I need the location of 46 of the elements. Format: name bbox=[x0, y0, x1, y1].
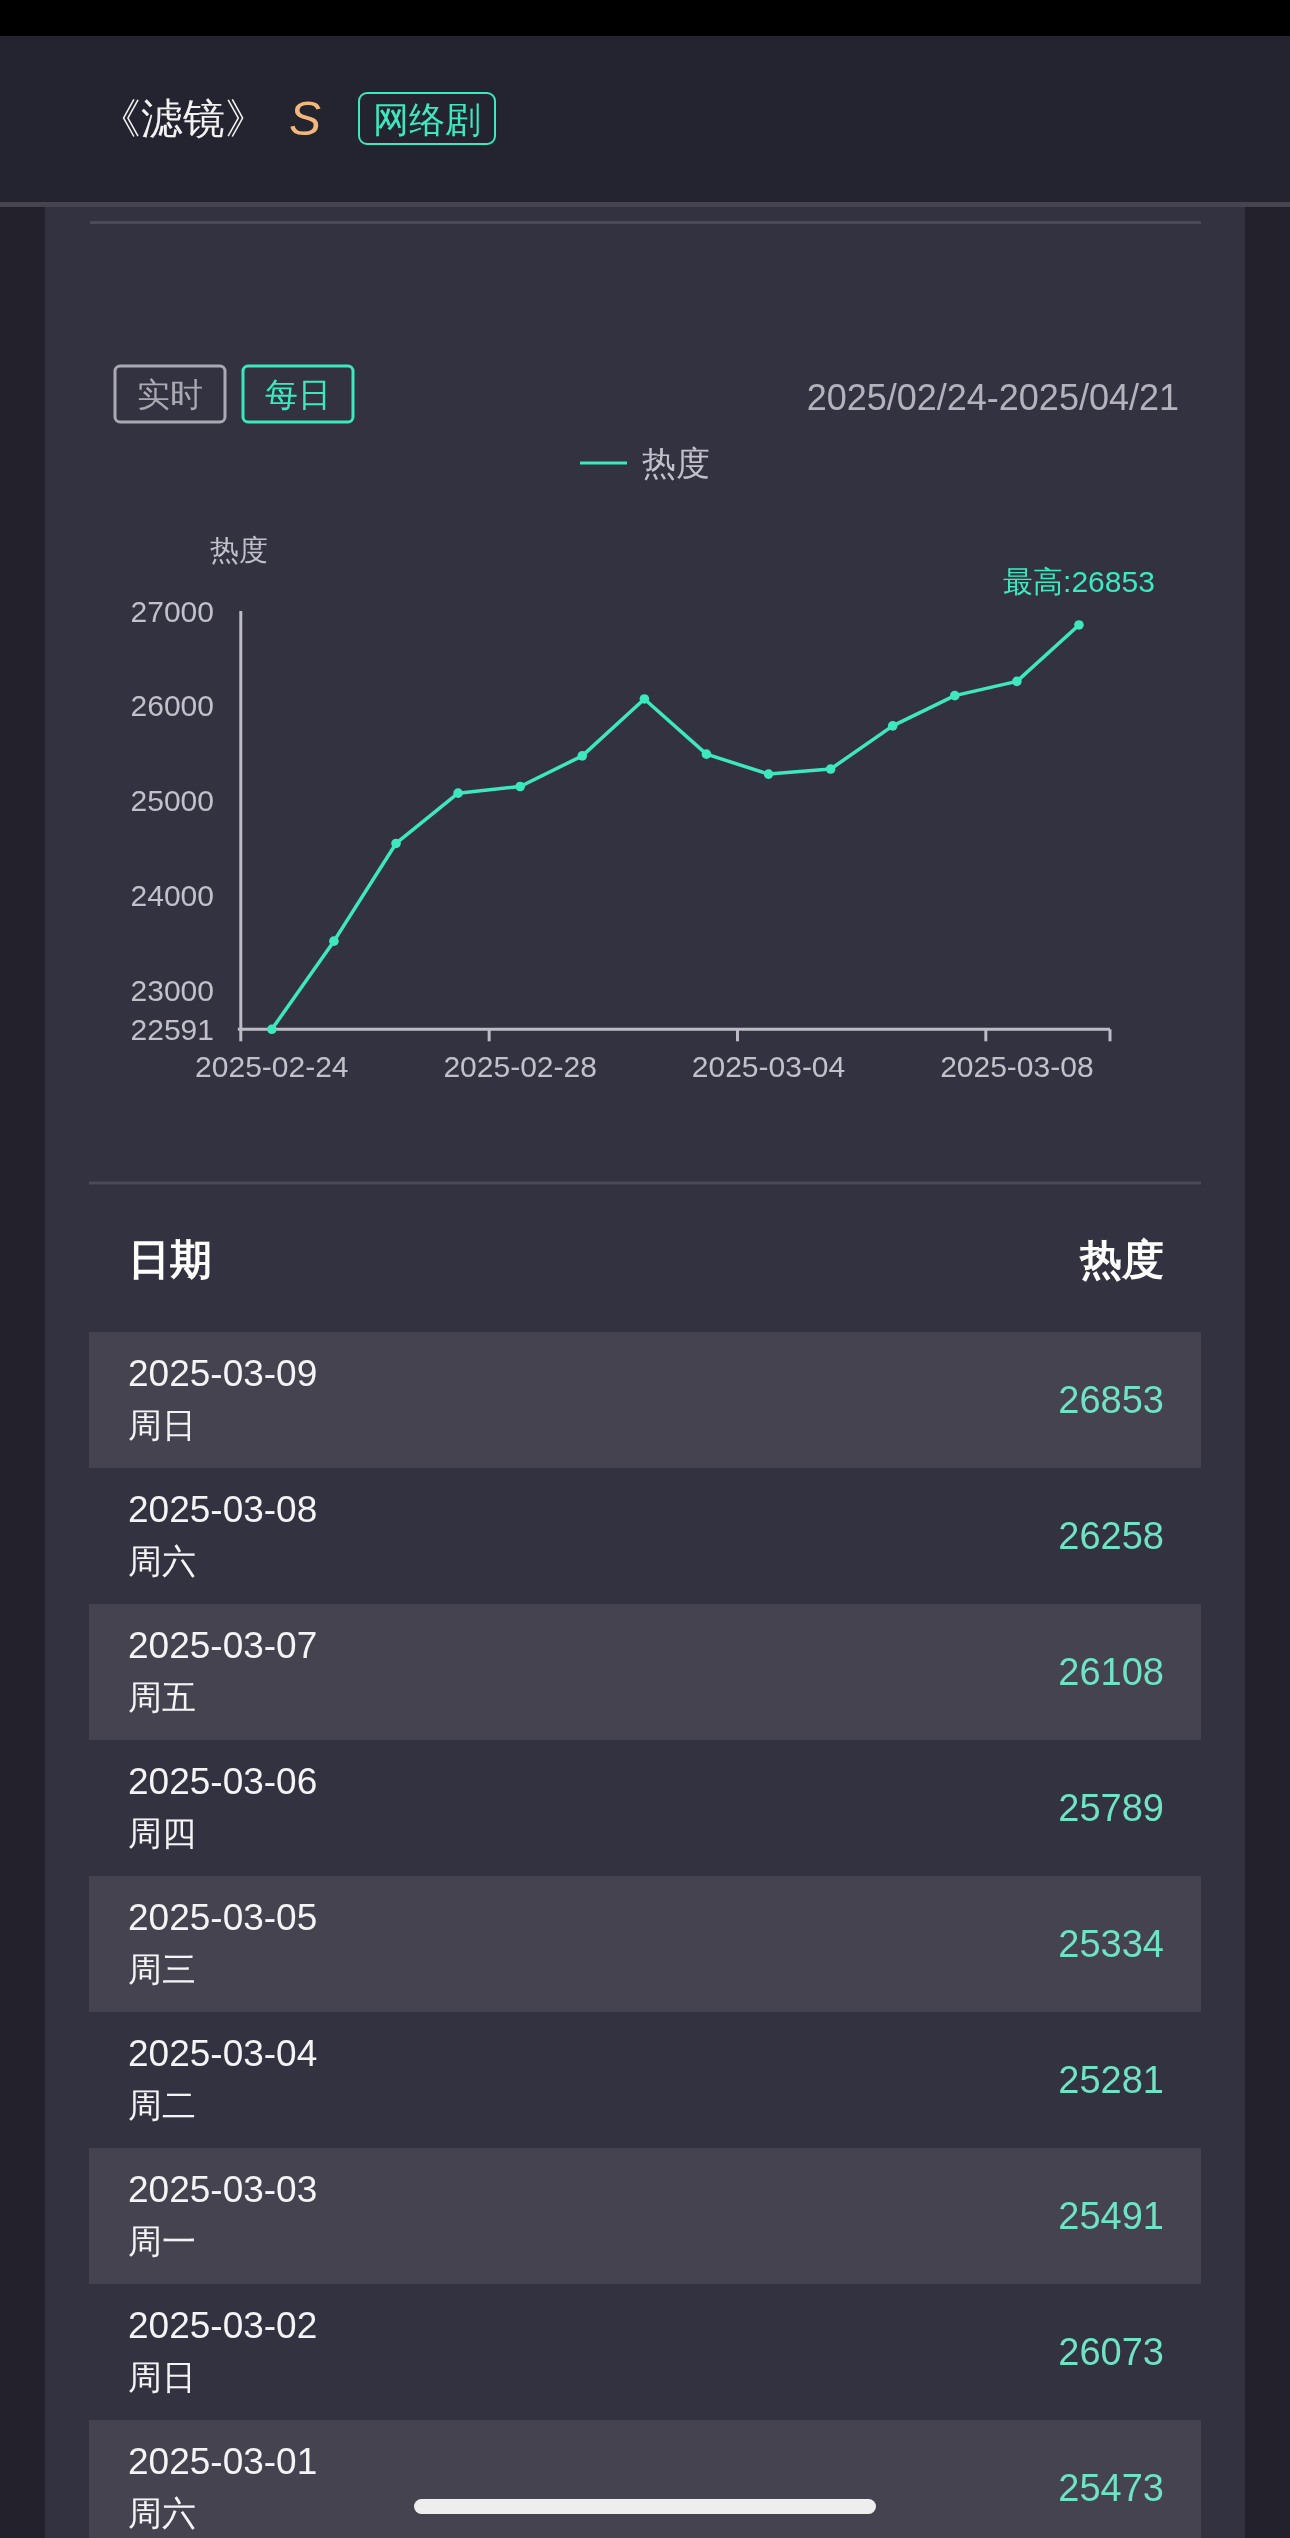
category-label: 2025-03-07 bbox=[128, 1624, 318, 1666]
point bbox=[887, 721, 898, 731]
category-label: 2025-03-05 bbox=[128, 1896, 318, 1938]
text: 日期 bbox=[128, 1235, 212, 1283]
x-tick-label: 2025-02-28 bbox=[443, 1049, 597, 1083]
y-tick-label: 25000 bbox=[130, 784, 214, 818]
y-tick-label: 27000 bbox=[130, 594, 214, 628]
y-tick-label: 23000 bbox=[130, 974, 214, 1007]
chart-title: 《滤镜》 bbox=[99, 94, 267, 142]
data-label: 25473 bbox=[1058, 2467, 1164, 2509]
text: 热度 bbox=[1079, 1235, 1164, 1283]
point bbox=[825, 764, 836, 774]
point bbox=[639, 694, 650, 704]
text: 实时 bbox=[137, 375, 203, 413]
category-label: 2025-03-09 bbox=[128, 1352, 318, 1394]
point bbox=[1074, 620, 1084, 630]
y-tick-label: 26000 bbox=[130, 689, 214, 723]
data-label: 26853 bbox=[1058, 1379, 1164, 1421]
point bbox=[329, 936, 339, 946]
point bbox=[1012, 676, 1022, 687]
point bbox=[763, 769, 774, 779]
legend-label: 热度 bbox=[642, 444, 710, 482]
x-tick-label: 2025-02-24 bbox=[195, 1049, 349, 1083]
y-axis-title: 热度 bbox=[210, 534, 268, 566]
point bbox=[577, 751, 588, 761]
point bbox=[701, 749, 712, 759]
text: S bbox=[289, 91, 322, 145]
x-tick-label: 2025-03-04 bbox=[691, 1049, 846, 1083]
y-tick-label: 22591 bbox=[130, 1012, 214, 1046]
text: 2025/02/24-2025/04/21 bbox=[806, 376, 1179, 418]
y-tick-label: 24000 bbox=[130, 879, 214, 913]
point bbox=[515, 781, 525, 792]
x-tick-label: 2025-03-08 bbox=[940, 1049, 1094, 1083]
category-label: 2025-03-01 bbox=[128, 2440, 318, 2482]
point bbox=[453, 788, 463, 798]
point bbox=[391, 838, 401, 849]
text: 每日 bbox=[265, 375, 331, 413]
category-label: 2025-03-03 bbox=[128, 2168, 318, 2210]
data-label: 25491 bbox=[1058, 2195, 1164, 2237]
data-label: 25334 bbox=[1058, 1923, 1164, 1965]
annotation: 最高:26853 bbox=[1003, 565, 1155, 599]
legend: 热度 bbox=[580, 444, 710, 482]
chart-subtitle: 网络剧 bbox=[373, 98, 482, 140]
point bbox=[949, 690, 960, 701]
point bbox=[267, 1024, 277, 1035]
data-label: 26108 bbox=[1058, 1651, 1164, 1693]
